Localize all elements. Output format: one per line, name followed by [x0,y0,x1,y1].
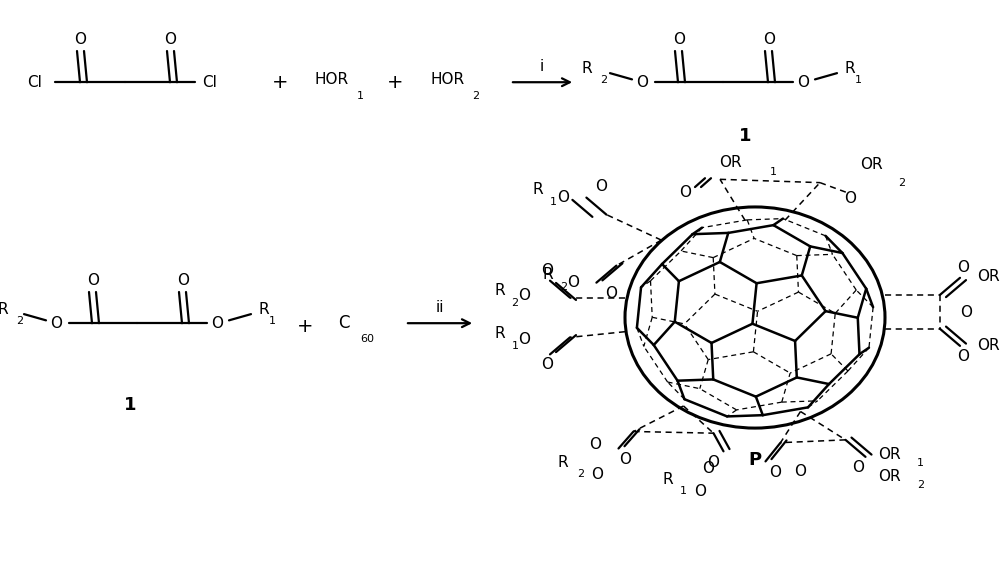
Text: R: R [494,283,505,298]
Text: OR: OR [879,447,901,462]
Text: O: O [518,332,530,346]
Text: O: O [797,75,809,90]
Text: 2: 2 [917,480,924,490]
Text: R: R [845,61,856,75]
Text: 2: 2 [577,469,584,479]
Text: O: O [702,461,714,476]
Text: O: O [87,273,99,288]
Text: O: O [620,452,632,467]
Text: O: O [557,190,569,205]
Text: Cl: Cl [203,75,217,90]
Text: O: O [694,484,706,498]
Text: 2: 2 [472,91,479,101]
Text: O: O [590,437,602,452]
Text: O: O [541,357,553,372]
Text: +: + [272,73,288,92]
Text: OR: OR [879,469,901,484]
Text: O: O [211,316,223,331]
Text: i: i [540,59,544,74]
Text: R: R [494,326,505,341]
Text: OR: OR [719,155,741,170]
Text: O: O [567,275,579,290]
Text: 1: 1 [124,396,136,414]
Text: HOR: HOR [430,72,464,87]
Text: R: R [558,455,568,470]
Text: 1: 1 [854,75,862,85]
Text: R: R [581,61,592,75]
Text: O: O [177,273,189,288]
Text: O: O [763,32,775,47]
Text: C: C [338,314,350,332]
Text: 1: 1 [268,316,276,326]
Text: O: O [164,32,176,47]
Text: O: O [770,466,782,480]
Text: 1: 1 [917,458,924,468]
Text: O: O [679,185,691,200]
Text: P: P [748,451,762,469]
Text: O: O [74,32,87,47]
Text: O: O [957,349,969,363]
Text: O: O [673,32,685,47]
Text: O: O [518,289,530,303]
Text: O: O [595,179,607,194]
Text: OR: OR [977,269,1000,284]
Text: +: + [297,316,313,336]
Text: 2: 2 [16,316,24,326]
Text: O: O [636,75,648,90]
Text: O: O [541,263,553,278]
Text: O: O [957,260,969,275]
Text: 1: 1 [357,91,364,101]
Text: ii: ii [436,300,444,315]
Text: 60: 60 [360,334,374,344]
Text: O: O [592,467,604,481]
Text: 1: 1 [680,486,687,496]
Text: OR: OR [977,338,1000,353]
Text: 2: 2 [511,298,519,308]
Text: R: R [259,302,270,316]
Text: 1: 1 [739,127,751,145]
Text: 1: 1 [550,197,557,206]
Text: HOR: HOR [315,72,349,87]
Text: Cl: Cl [28,75,42,90]
Text: +: + [387,73,403,92]
Text: O: O [708,455,720,470]
Text: R: R [533,181,543,197]
Text: 1: 1 [770,167,776,176]
Text: O: O [794,464,806,479]
Text: O: O [960,306,972,320]
Text: 2: 2 [600,75,608,85]
Text: O: O [852,460,864,475]
Text: O: O [844,191,856,206]
Text: R: R [543,266,553,282]
Text: R: R [663,472,674,487]
Text: 1: 1 [512,341,518,351]
Text: 2: 2 [560,282,567,291]
Text: OR: OR [860,158,883,172]
Text: R: R [0,302,8,316]
Text: 2: 2 [898,177,906,188]
Text: O: O [605,286,617,302]
Text: O: O [50,316,62,331]
